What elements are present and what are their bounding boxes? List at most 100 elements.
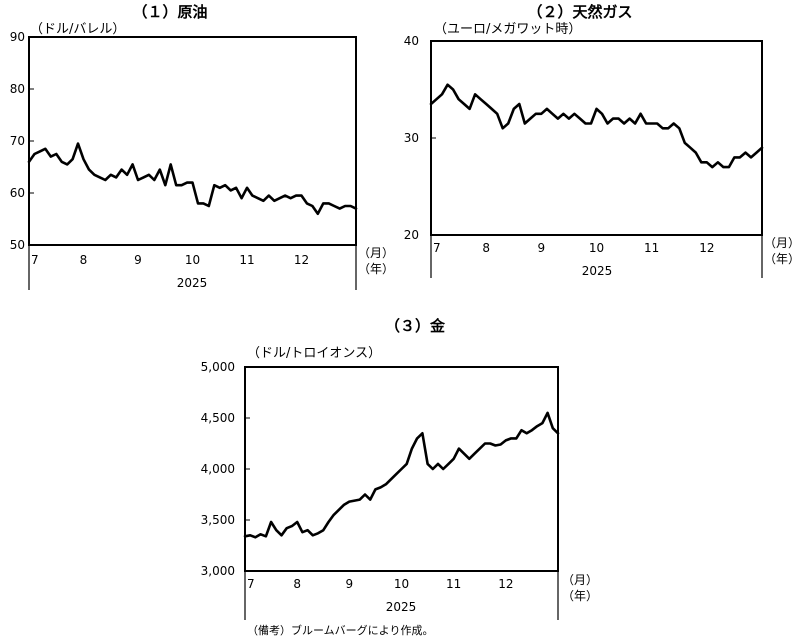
data-point xyxy=(502,127,504,129)
x-month-unit: （月） xyxy=(562,573,598,587)
data-point xyxy=(623,122,625,125)
data-point xyxy=(695,152,697,154)
data-point xyxy=(333,205,335,207)
data-point xyxy=(496,113,498,115)
data-point xyxy=(344,205,346,207)
data-point xyxy=(406,463,408,465)
y-tick-label: 90 xyxy=(10,30,25,44)
data-point xyxy=(66,163,68,165)
data-point xyxy=(275,529,277,531)
data-point xyxy=(546,108,548,110)
y-tick-label: 5,000 xyxy=(201,360,235,374)
data-point xyxy=(235,187,237,189)
data-point xyxy=(28,161,30,163)
data-point xyxy=(290,197,292,199)
data-point xyxy=(629,118,631,120)
data-point xyxy=(452,88,454,91)
x-month-tick-label: 8 xyxy=(482,241,490,255)
data-point xyxy=(249,534,251,536)
data-point xyxy=(306,202,308,204)
data-point xyxy=(280,534,283,536)
data-point xyxy=(224,184,226,186)
x-month-unit: （月） xyxy=(764,236,794,250)
data-point xyxy=(491,108,493,110)
data-point xyxy=(159,169,161,171)
x-year-label: 2025 xyxy=(582,264,613,278)
x-month-tick-label: 11 xyxy=(644,241,659,255)
y-tick-label: 60 xyxy=(10,186,25,200)
data-point xyxy=(197,202,199,204)
data-point xyxy=(265,535,267,537)
data-point xyxy=(421,432,423,434)
data-point xyxy=(311,205,313,207)
data-point xyxy=(369,499,371,501)
data-point xyxy=(513,108,515,110)
data-point xyxy=(354,500,356,502)
data-point xyxy=(270,521,272,523)
data-point xyxy=(93,174,95,176)
data-point xyxy=(355,208,357,210)
data-point xyxy=(612,118,614,120)
data-point xyxy=(312,534,314,536)
x-month-tick-label: 12 xyxy=(699,241,714,255)
data-point xyxy=(279,197,281,199)
y-tick-label: 80 xyxy=(10,82,25,96)
data-point xyxy=(535,113,537,115)
data-point xyxy=(634,122,636,125)
data-point xyxy=(427,463,429,465)
data-point xyxy=(82,158,85,160)
data-point xyxy=(507,122,509,125)
data-point xyxy=(333,514,335,516)
data-point xyxy=(529,118,531,120)
data-point xyxy=(579,118,581,120)
data-point xyxy=(191,182,194,184)
data-point xyxy=(474,93,476,95)
data-point xyxy=(317,213,319,215)
data-point xyxy=(50,156,52,158)
data-point xyxy=(137,179,139,181)
data-point xyxy=(552,427,554,429)
y-axis-unit-label: （ユーロ/メガワット時） xyxy=(434,22,581,37)
plot-frame xyxy=(28,36,357,246)
data-point xyxy=(520,429,523,431)
data-point xyxy=(584,122,587,125)
data-point xyxy=(447,463,450,465)
data-point xyxy=(447,84,449,86)
y-tick-label: 3,500 xyxy=(201,513,235,527)
data-point xyxy=(717,161,719,163)
data-point xyxy=(301,531,303,533)
data-point xyxy=(350,205,352,207)
data-point xyxy=(286,527,288,529)
y-tick-label: 20 xyxy=(404,228,419,242)
data-point xyxy=(744,152,747,154)
source-note: （備考）ブルームバーグにより作成。 xyxy=(247,623,433,637)
x-month-tick-label: 8 xyxy=(80,253,88,267)
data-point xyxy=(662,127,664,129)
data-point xyxy=(213,184,215,186)
series-line xyxy=(429,83,764,169)
x-month-tick-label: 11 xyxy=(446,577,461,591)
data-point xyxy=(551,113,554,115)
data-point xyxy=(469,108,471,110)
data-point xyxy=(606,122,609,125)
data-point xyxy=(479,448,481,450)
y-axis-unit-label: （ドル/トロイオンス） xyxy=(247,346,381,361)
chart-title: （２）天然ガス xyxy=(527,3,632,21)
series-line xyxy=(243,411,560,539)
y-tick-label: 4,000 xyxy=(201,462,235,476)
data-point xyxy=(241,197,243,199)
chart-panel-1: （１）原油 （ドル/バレル） 50 60 70 80 90 7 8 9 10 11 12 2025 （月） （… xyxy=(10,3,394,290)
data-point xyxy=(722,166,725,168)
data-point xyxy=(618,118,620,120)
data-point xyxy=(453,458,455,460)
x-month-tick-label: 7 xyxy=(433,241,441,255)
data-point xyxy=(115,176,117,178)
x-year-unit: （年） xyxy=(358,262,394,276)
data-point xyxy=(540,113,542,115)
data-point xyxy=(640,113,642,115)
data-point xyxy=(300,195,303,197)
data-point xyxy=(651,122,653,125)
data-point xyxy=(99,176,101,178)
x-month-tick-label: 12 xyxy=(498,577,513,591)
data-point xyxy=(328,202,330,204)
